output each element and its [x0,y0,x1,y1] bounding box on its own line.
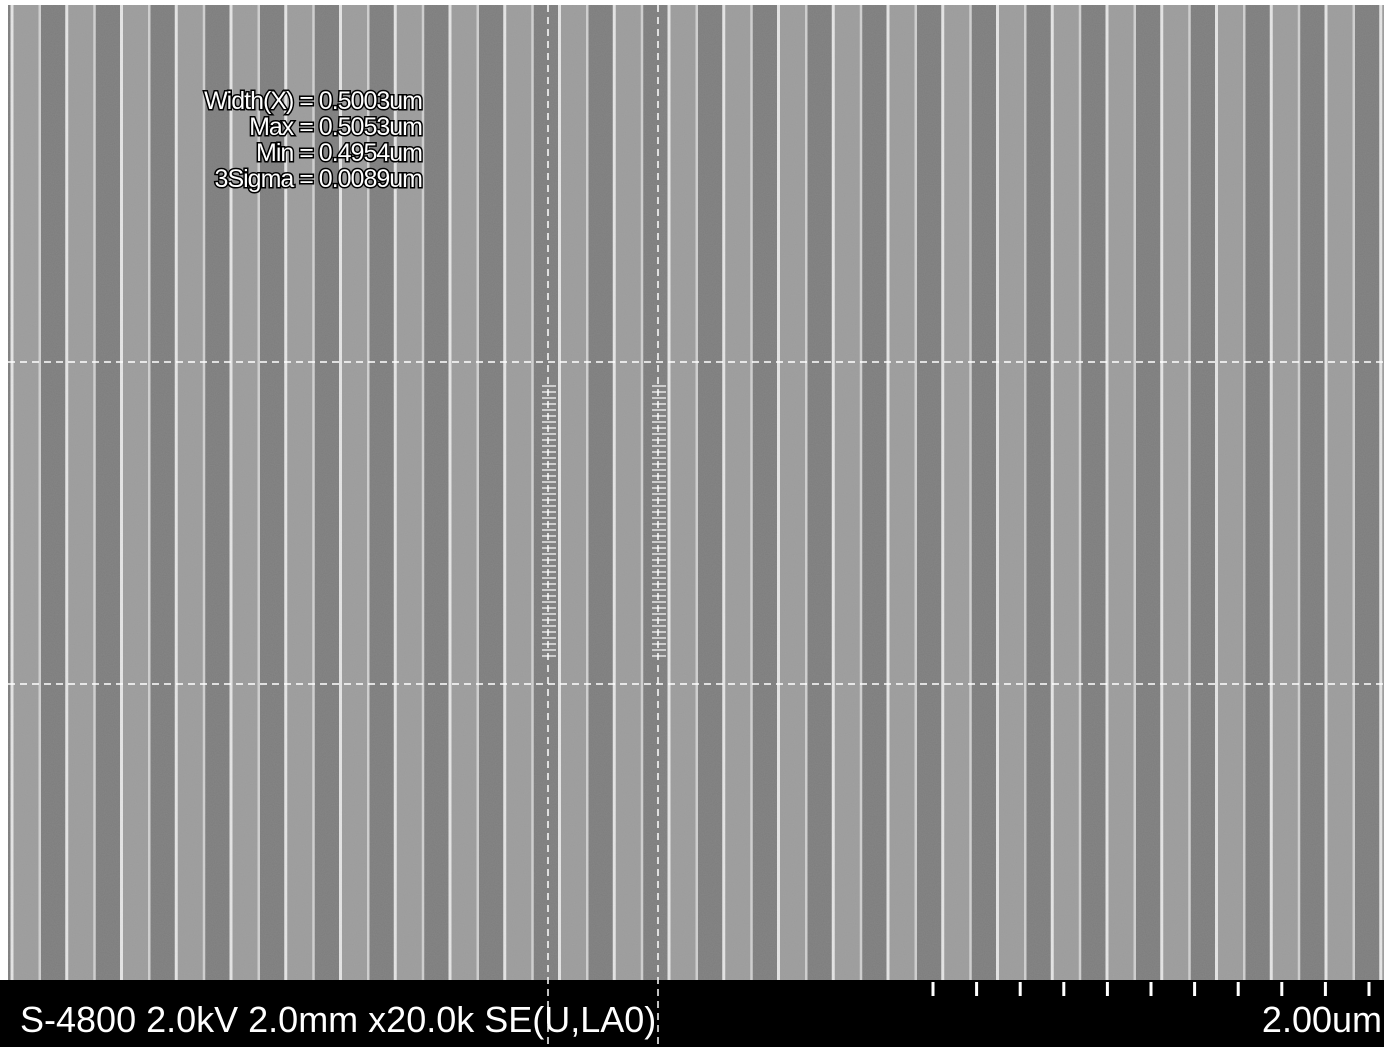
measurement-line: 3Sigma = 0.0089um [215,165,423,193]
info-bar [0,980,1384,1047]
measurement-panel: Width(X) = 0.5003um Max = 0.5053um Min =… [203,86,425,195]
edge-markers [542,385,666,657]
measurement-line: Max = 0.5053um [249,113,422,141]
measurement-line: Width(X) = 0.5003um [204,87,422,115]
image-noise [8,5,1384,980]
scale-label: 2.00um [1262,999,1382,1040]
cursor-lines [8,5,1384,1047]
instrument-info: S-4800 2.0kV 2.0mm x20.0k SE(U,LA0) [20,999,656,1040]
measurement-line: Min = 0.4954um [256,139,422,167]
scale-ticks [931,982,1371,996]
